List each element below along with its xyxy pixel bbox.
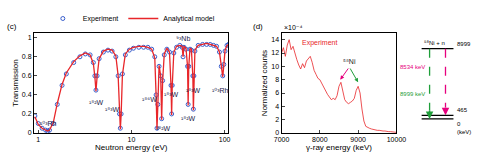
svg-text:(keV): (keV) (457, 129, 471, 135)
svg-text:¹⁸²W: ¹⁸²W (89, 99, 104, 106)
svg-text:9000: 9000 (350, 136, 366, 143)
svg-text:¹⁸²W: ¹⁸²W (156, 125, 171, 132)
svg-text:0.2: 0.2 (22, 110, 32, 117)
svg-text:12: 12 (271, 49, 279, 56)
svg-text:¹⁰³Rh: ¹⁰³Rh (212, 87, 229, 94)
svg-text:⁹³Nb: ⁹³Nb (176, 35, 190, 42)
svg-text:100: 100 (219, 136, 231, 143)
svg-text:0.4: 0.4 (22, 91, 32, 98)
svg-text:Experiment: Experiment (83, 15, 118, 23)
svg-text:¹⁸³W: ¹⁸³W (105, 106, 120, 113)
svg-text:10: 10 (271, 63, 279, 70)
svg-text:(c): (c) (7, 22, 17, 31)
svg-text:0: 0 (28, 129, 32, 136)
svg-text:Transmission: Transmission (11, 59, 20, 106)
svg-text:8534 keV: 8534 keV (400, 64, 425, 70)
svg-text:Experiment: Experiment (302, 39, 337, 47)
svg-text:⁵⁸Ni + n: ⁵⁸Ni + n (424, 40, 445, 46)
svg-text:8000: 8000 (312, 136, 328, 143)
svg-text:10: 10 (128, 136, 136, 143)
svg-text:(d): (d) (253, 22, 263, 31)
svg-text:0: 0 (457, 121, 461, 127)
svg-text:×10⁻⁴: ×10⁻⁴ (284, 24, 303, 31)
svg-text:2: 2 (275, 116, 279, 123)
svg-text:465: 465 (457, 107, 468, 113)
svg-text:Neutron energy (eV): Neutron energy (eV) (95, 143, 168, 152)
svg-text:Normalized counts: Normalized counts (260, 50, 269, 116)
svg-text:8999: 8999 (457, 41, 471, 47)
svg-text:0.8: 0.8 (22, 53, 32, 60)
svg-text:14: 14 (271, 36, 279, 43)
svg-text:6: 6 (275, 89, 279, 96)
svg-text:4: 4 (275, 103, 279, 110)
svg-text:γ-ray energy (keV): γ-ray energy (keV) (306, 143, 372, 152)
svg-text:¹⁰³Rh: ¹⁰³Rh (40, 120, 57, 127)
svg-text:¹⁸³W: ¹⁸³W (164, 91, 179, 98)
svg-text:8999 keV: 8999 keV (400, 91, 425, 97)
svg-text:8: 8 (275, 76, 279, 83)
svg-text:1: 1 (28, 34, 32, 41)
svg-text:Analytical model: Analytical model (163, 15, 214, 23)
svg-text:0.6: 0.6 (22, 72, 32, 79)
svg-text:¹⁸³W: ¹⁸³W (186, 87, 201, 94)
svg-text:¹⁸⁶W: ¹⁸⁶W (142, 96, 157, 103)
svg-text:7000: 7000 (274, 136, 290, 143)
svg-text:⁵⁸Ni: ⁵⁸Ni (343, 58, 356, 65)
svg-text:¹⁸²W: ¹⁸²W (181, 115, 196, 122)
svg-text:0: 0 (275, 129, 279, 136)
svg-text:1: 1 (36, 136, 40, 143)
svg-text:10000: 10000 (387, 136, 407, 143)
